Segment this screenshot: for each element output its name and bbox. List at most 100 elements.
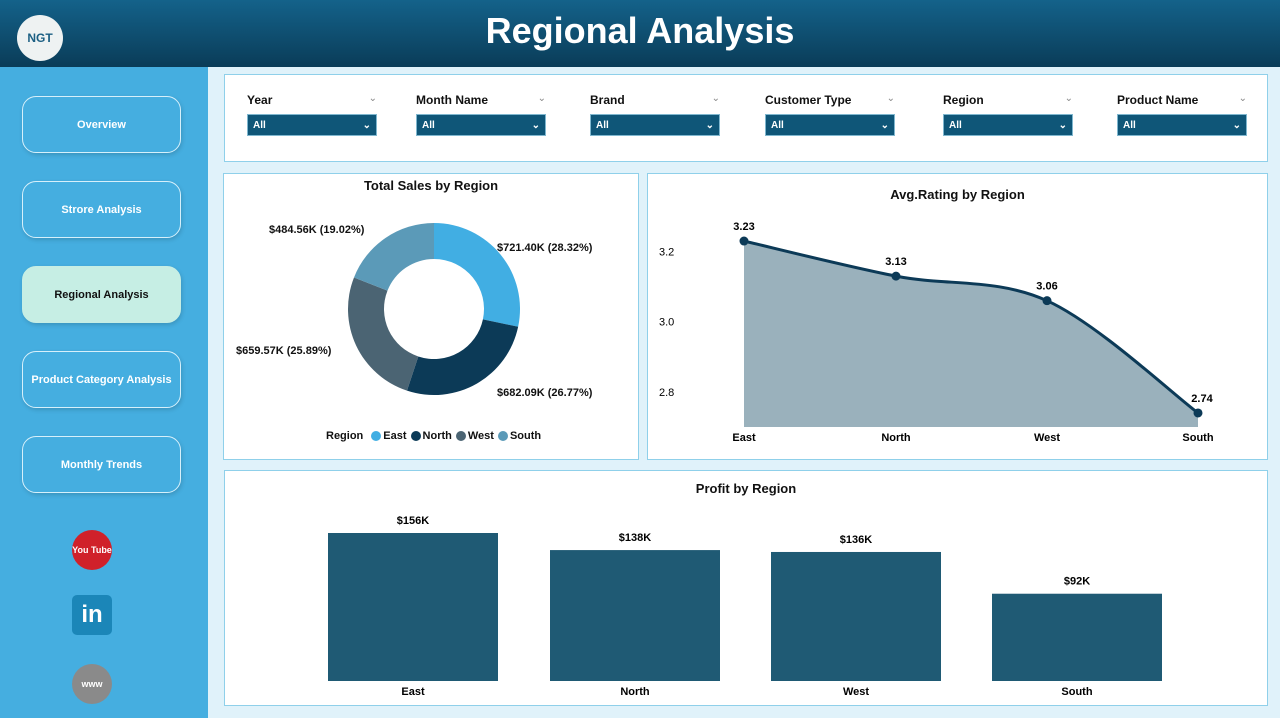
bar-east[interactable] (328, 533, 498, 681)
filter-brand: Brand ⌄ All ⌄ (590, 93, 720, 136)
filter-label: Customer Type ⌄ (765, 93, 895, 107)
x-tick-label: South (1182, 432, 1213, 444)
y-tick-label: 2.8 (659, 387, 674, 399)
chevron-down-icon[interactable]: ⌄ (1064, 93, 1073, 104)
chart-title: Avg.Rating by Region (890, 187, 1025, 202)
donut-slice-north[interactable] (406, 319, 519, 395)
filter-label-text: Product Name (1117, 93, 1199, 107)
donut-chart (348, 223, 520, 395)
data-point-east[interactable] (739, 236, 749, 246)
legend-label: North (422, 430, 452, 442)
chevron-down-icon[interactable]: ⌄ (711, 93, 720, 104)
profit-chart: Profit by Region $156K East $138K North $136… (224, 470, 1268, 706)
dropdown-value: All (1123, 119, 1136, 131)
x-tick-label: West (843, 686, 869, 698)
nav-product-category-analysis[interactable]: Product Category Analysis (22, 351, 181, 408)
nav-regional-analysis[interactable]: Regional Analysis (22, 266, 181, 323)
filter-label: Product Name ⌄ (1117, 93, 1247, 107)
data-label-east: $721.40K (28.32%) (497, 242, 593, 254)
filter-label-text: Year (247, 93, 273, 107)
filter-month-name: Month Name ⌄ All ⌄ (416, 93, 546, 136)
nav-monthly-trends[interactable]: Monthly Trends (22, 436, 181, 493)
filter-label: Month Name ⌄ (416, 93, 546, 107)
legend-item-north[interactable]: North (410, 430, 452, 442)
data-label: $156K (397, 515, 429, 527)
logo-text: NGT (27, 31, 53, 45)
legend-item-east[interactable]: East (371, 430, 407, 442)
filter-dropdown[interactable]: All ⌄ (765, 114, 895, 136)
data-label: $136K (840, 534, 872, 546)
legend-swatch (497, 431, 508, 441)
legend-item-south[interactable]: South (497, 430, 542, 442)
bar-south[interactable] (992, 593, 1162, 681)
x-tick-label: South (1061, 686, 1092, 698)
legend-swatch (371, 431, 382, 441)
dropdown-value: All (596, 119, 609, 131)
dropdown-value: All (422, 119, 435, 131)
area-fill (744, 241, 1198, 427)
chevron-down-icon[interactable]: ⌄ (886, 93, 895, 104)
filter-dropdown[interactable]: All ⌄ (1117, 114, 1247, 136)
data-point-west[interactable] (1042, 296, 1052, 306)
legend: Region East North West South (326, 430, 541, 442)
page-title: Regional Analysis (485, 10, 795, 51)
x-tick-label: East (401, 686, 425, 698)
logo: NGT (17, 15, 63, 61)
data-label-west: $659.57K (25.89%) (236, 345, 332, 357)
filter-label: Year ⌄ (247, 93, 377, 107)
filter-product-name: Product Name ⌄ All ⌄ (1117, 93, 1247, 136)
legend-swatch (410, 431, 421, 441)
chevron-down-icon[interactable]: ⌄ (1238, 93, 1247, 104)
x-tick-label: North (620, 686, 650, 698)
bar-west[interactable] (771, 551, 941, 681)
data-label: $92K (1064, 576, 1090, 588)
linkedin-icon[interactable]: in (72, 595, 112, 635)
chart-title: Total Sales by Region (363, 178, 499, 193)
nav-store-analysis[interactable]: Strore Analysis (22, 181, 181, 238)
legend-title: Region (326, 430, 364, 442)
chevron-down-icon: ⌄ (1232, 119, 1241, 131)
y-tick-label: 3.2 (659, 247, 674, 259)
filter-panel: Year ⌄ All ⌄ Month Name ⌄ All ⌄ Brand ⌄ All ⌄ Cus… (224, 74, 1268, 162)
chevron-down-icon: ⌄ (880, 119, 889, 131)
data-label: $138K (619, 532, 651, 544)
filter-dropdown[interactable]: All ⌄ (590, 114, 720, 136)
donut-slice-west[interactable] (348, 277, 419, 391)
bar-north[interactable] (550, 550, 720, 681)
chevron-down-icon[interactable]: ⌄ (537, 93, 546, 104)
filter-label-text: Region (943, 93, 984, 107)
filter-year: Year ⌄ All ⌄ (247, 93, 377, 136)
area-chart: 3.2 3.0 2.8 3.23 East 3.13 North 3.06 West 2.74 So… (659, 221, 1214, 444)
chevron-down-icon[interactable]: ⌄ (368, 93, 377, 104)
chevron-down-icon: ⌄ (531, 119, 540, 131)
filter-dropdown[interactable]: All ⌄ (943, 114, 1073, 136)
total-sales-chart: Total Sales by Region $721.40K (28.32%) … (223, 173, 639, 460)
x-tick-label: East (732, 432, 756, 444)
y-tick-label: 3.0 (659, 317, 674, 329)
youtube-icon[interactable]: You Tube (72, 530, 112, 570)
donut-slice-east[interactable] (434, 223, 520, 327)
legend-label: South (509, 430, 542, 442)
filter-dropdown[interactable]: All ⌄ (416, 114, 546, 136)
bar-chart: $156K East $138K North $136K West $92K South (328, 515, 1162, 698)
data-point-south[interactable] (1193, 408, 1203, 418)
filter-dropdown[interactable]: All ⌄ (247, 114, 377, 136)
chart-title: Profit by Region (695, 481, 797, 496)
filter-label-text: Month Name (416, 93, 488, 107)
globe-icon[interactable]: www (72, 664, 112, 704)
x-tick-label: West (1034, 432, 1060, 444)
legend-item-west[interactable]: West (455, 430, 494, 442)
data-label: 3.06 (1036, 281, 1057, 293)
data-label: 3.23 (733, 221, 754, 233)
data-point-north[interactable] (891, 271, 901, 281)
x-tick-label: North (881, 432, 911, 444)
nav-overview[interactable]: Overview (22, 96, 181, 153)
donut-slice-south[interactable] (353, 223, 434, 291)
header: NGT Regional Analysis (0, 0, 1280, 67)
filter-label: Brand ⌄ (590, 93, 720, 107)
chevron-down-icon: ⌄ (362, 119, 371, 131)
filter-label-text: Brand (590, 93, 625, 107)
data-label: 3.13 (885, 256, 906, 268)
chevron-down-icon: ⌄ (1058, 119, 1067, 131)
chevron-down-icon: ⌄ (705, 119, 714, 131)
